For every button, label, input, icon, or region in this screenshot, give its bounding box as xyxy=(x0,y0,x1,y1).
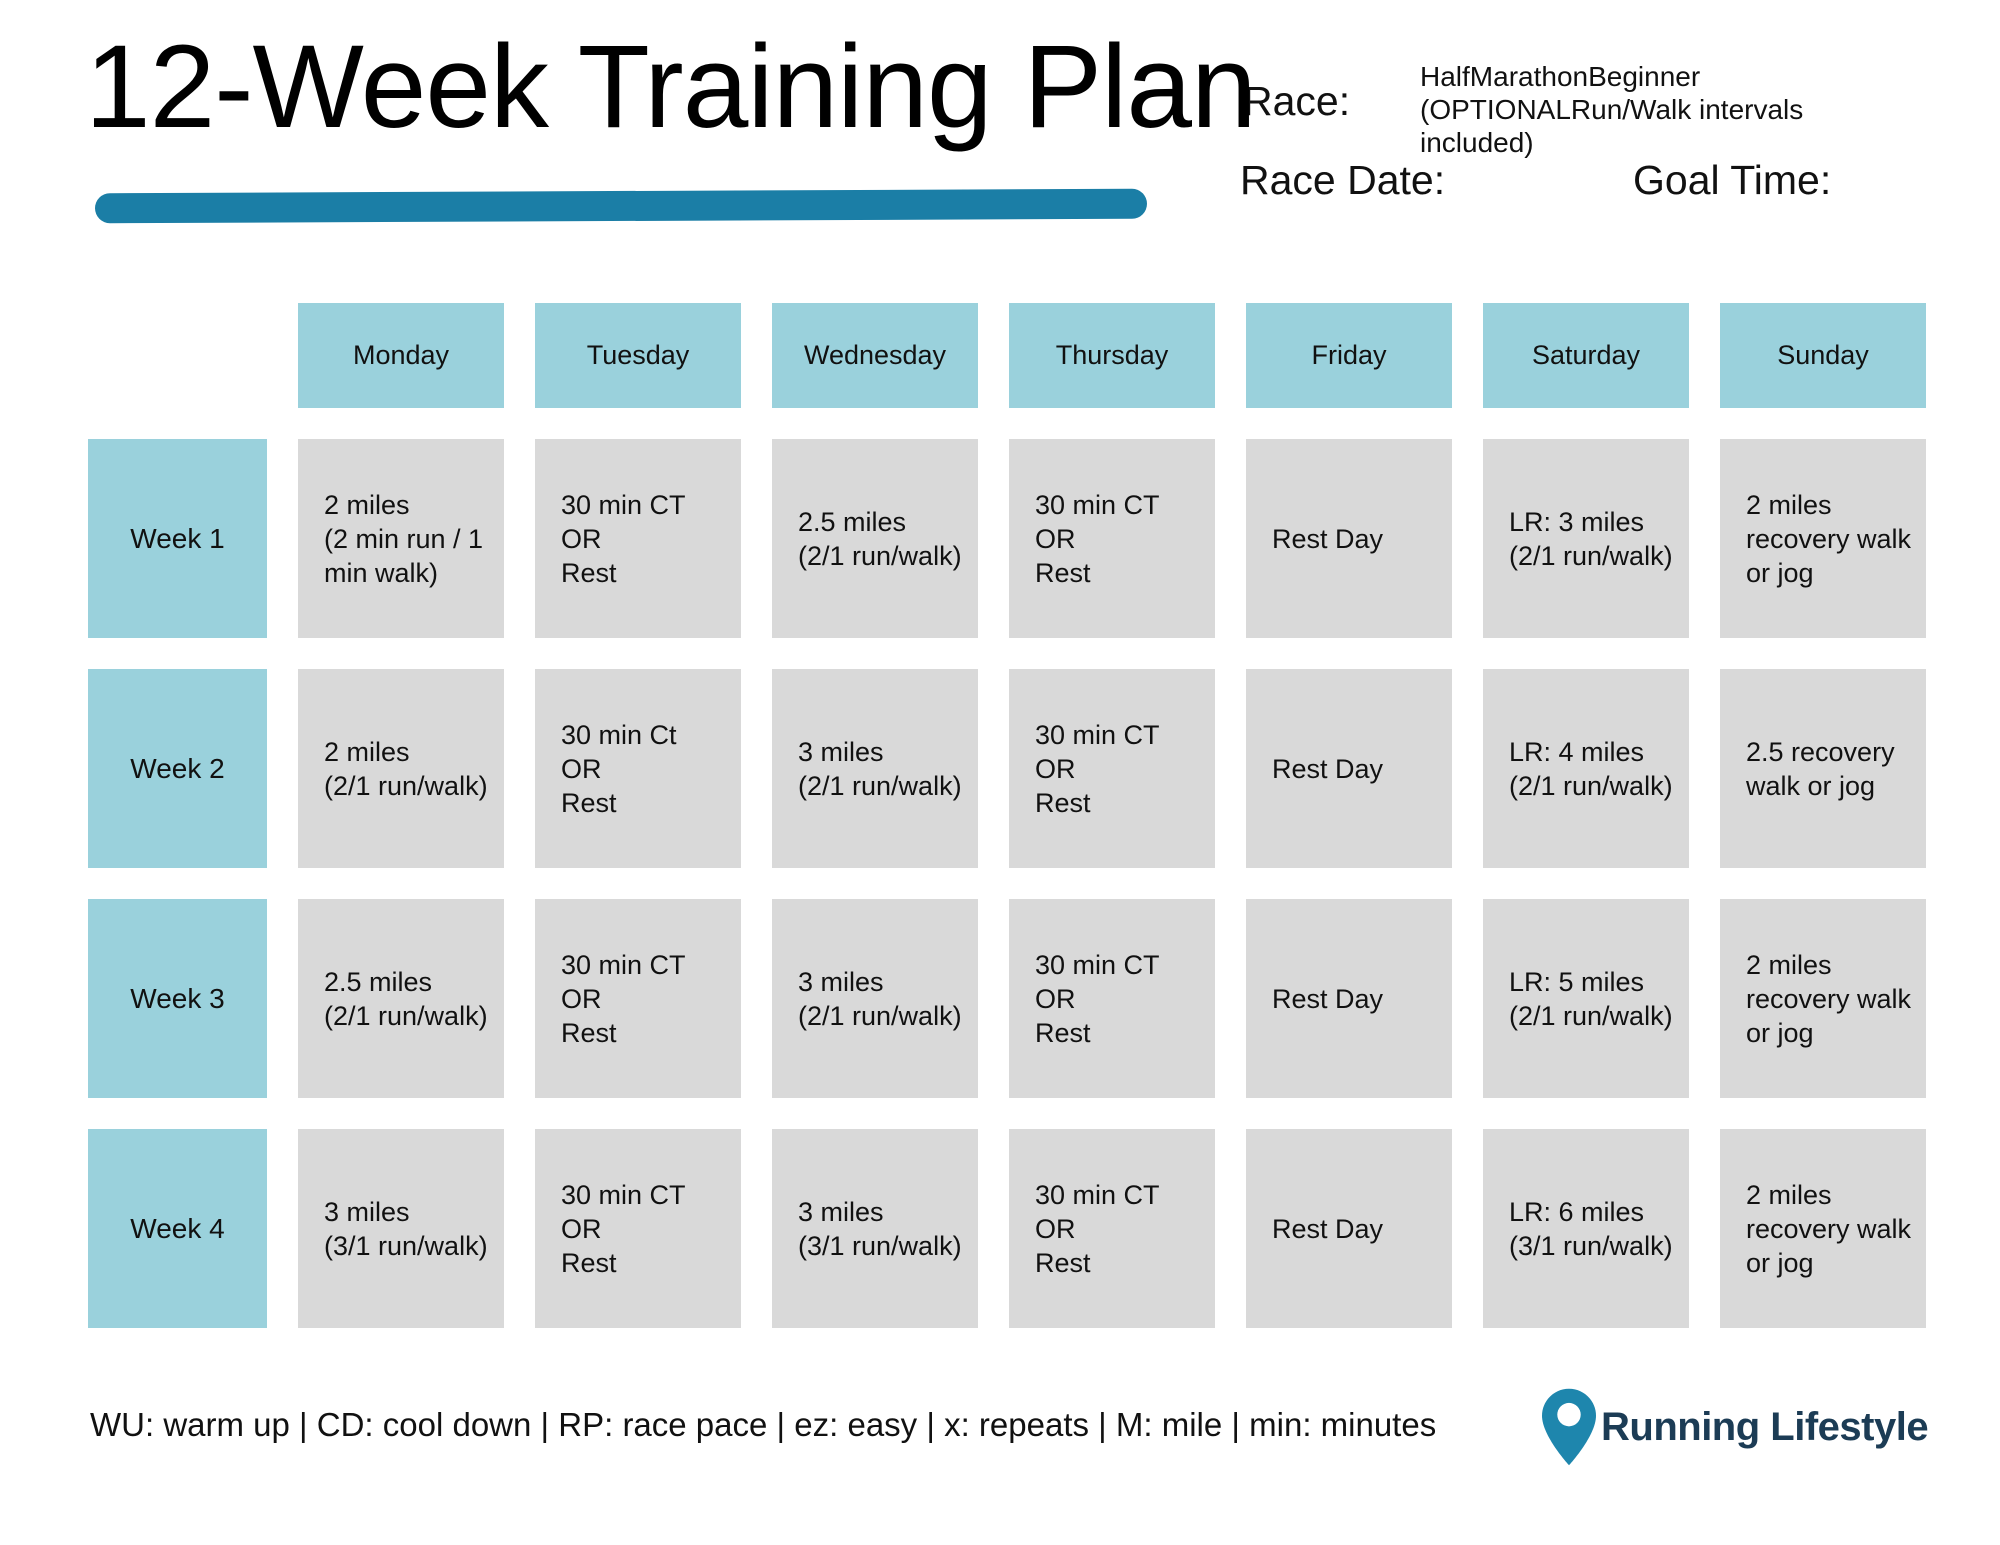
brand-name: Running Lifestyle xyxy=(1601,1404,1929,1449)
cell-week2-saturday: LR: 4 miles (2/1 run/walk) xyxy=(1483,669,1689,868)
title-underline-decoration xyxy=(94,188,1148,224)
cell-week4-friday: Rest Day xyxy=(1246,1129,1452,1328)
cell-week2-thursday: 30 min CT OR Rest xyxy=(1009,669,1215,868)
goal-time-label: Goal Time: xyxy=(1633,157,1832,203)
cell-week4-tuesday: 30 min CT OR Rest xyxy=(535,1129,741,1328)
page-title: 12-Week Training Plan xyxy=(85,21,1257,153)
cell-week3-monday: 2.5 miles (2/1 run/walk) xyxy=(298,899,504,1098)
cell-week1-monday: 2 miles (2 min run / 1 min walk) xyxy=(298,439,504,638)
cell-week1-wednesday: 2.5 miles (2/1 run/walk) xyxy=(772,439,978,638)
cell-week1-saturday: LR: 3 miles (2/1 run/walk) xyxy=(1483,439,1689,638)
week-row-label-4: Week 4 xyxy=(88,1129,267,1328)
race-label: Race: xyxy=(1243,78,1351,124)
cell-week2-tuesday: 30 min Ct OR Rest xyxy=(535,669,741,868)
cell-week2-wednesday: 3 miles (2/1 run/walk) xyxy=(772,669,978,868)
cell-week2-monday: 2 miles (2/1 run/walk) xyxy=(298,669,504,868)
day-header-sunday: Sunday xyxy=(1720,303,1926,408)
day-header-saturday: Saturday xyxy=(1483,303,1689,408)
brand-logo: Running Lifestyle xyxy=(1542,1386,1929,1468)
corner-cell xyxy=(88,303,267,408)
cell-week1-thursday: 30 min CT OR Rest xyxy=(1009,439,1215,638)
day-header-tuesday: Tuesday xyxy=(535,303,741,408)
cell-week3-sunday: 2 miles recovery walk or jog xyxy=(1720,899,1926,1098)
week-row-label-3: Week 3 xyxy=(88,899,267,1098)
cell-week2-friday: Rest Day xyxy=(1246,669,1452,868)
cell-week3-wednesday: 3 miles (2/1 run/walk) xyxy=(772,899,978,1098)
cell-week2-sunday: 2.5 recovery walk or jog xyxy=(1720,669,1926,868)
cell-week1-sunday: 2 miles recovery walk or jog xyxy=(1720,439,1926,638)
abbreviation-legend: WU: warm up | CD: cool down | RP: race p… xyxy=(90,1406,1437,1443)
week-row-label-1: Week 1 xyxy=(88,439,267,638)
location-pin-icon xyxy=(1542,1388,1596,1466)
cell-week4-saturday: LR: 6 miles (3/1 run/walk) xyxy=(1483,1129,1689,1328)
training-table: Monday Tuesday Wednesday Thursday Friday Satu… xyxy=(88,303,1926,1328)
race-date-label: Race Date: xyxy=(1240,157,1446,203)
cell-week3-thursday: 30 min CT OR Rest xyxy=(1009,899,1215,1098)
cell-week4-sunday: 2 miles recovery walk or jog xyxy=(1720,1129,1926,1328)
day-header-friday: Friday xyxy=(1246,303,1452,408)
cell-week4-thursday: 30 min CT OR Rest xyxy=(1009,1129,1215,1328)
cell-week1-friday: Rest Day xyxy=(1246,439,1452,638)
race-value: HalfMarathonBeginner (OPTIONALRun/Walk i… xyxy=(1420,61,1804,158)
cell-week4-wednesday: 3 miles (3/1 run/walk) xyxy=(772,1129,978,1328)
day-header-wednesday: Wednesday xyxy=(772,303,978,408)
cell-week4-monday: 3 miles (3/1 run/walk) xyxy=(298,1129,504,1328)
cell-week3-friday: Rest Day xyxy=(1246,899,1452,1098)
day-header-monday: Monday xyxy=(298,303,504,408)
week-row-label-2: Week 2 xyxy=(88,669,267,868)
day-header-thursday: Thursday xyxy=(1009,303,1215,408)
cell-week1-tuesday: 30 min CT OR Rest xyxy=(535,439,741,638)
cell-week3-tuesday: 30 min CT OR Rest xyxy=(535,899,741,1098)
cell-week3-saturday: LR: 5 miles (2/1 run/walk) xyxy=(1483,899,1689,1098)
